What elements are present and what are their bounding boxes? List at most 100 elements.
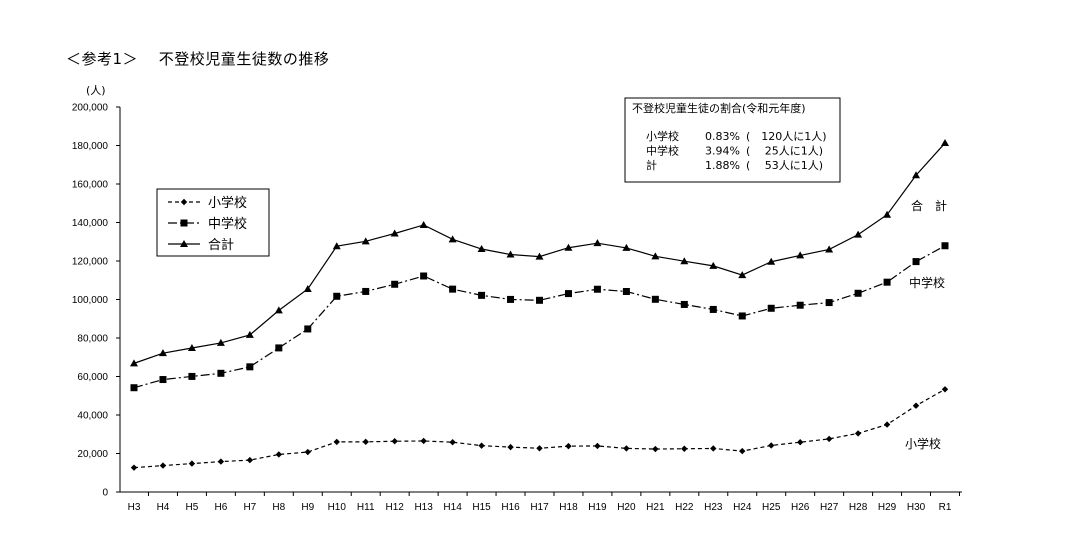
data-point [593, 285, 601, 293]
ratio-box: 不登校児童生徒の割合(令和元年度) 小学校 0.83% ( 120人に1人) 中学校 3… [624, 97, 841, 183]
x-tick-label: H12 [385, 502, 404, 513]
data-point [710, 445, 717, 452]
data-point [158, 349, 167, 357]
data-point [564, 243, 573, 251]
data-point [883, 278, 891, 286]
ratio-row-label: 小学校 [646, 129, 679, 143]
series-line [133, 245, 946, 389]
legend-label: 合計 [208, 237, 234, 253]
data-point [536, 445, 543, 452]
data-point [681, 445, 688, 452]
x-tick-label: H22 [675, 502, 694, 513]
legend-item: 小学校 [168, 195, 247, 211]
data-point [738, 312, 746, 320]
data-point [419, 220, 428, 228]
x-tick-label: H30 [907, 502, 926, 513]
y-tick-label: 40,000 [77, 411, 108, 422]
series-2 [130, 139, 949, 367]
ratio-row-ratio: ( 25人に1人) [746, 145, 823, 158]
ratio-row-ratio: ( 53人に1人) [746, 159, 823, 172]
data-point [245, 330, 254, 338]
data-point [449, 285, 457, 293]
legend-marker [180, 240, 188, 247]
ratio-row-percent: 0.83% [705, 130, 740, 143]
x-tick-label: H3 [128, 502, 141, 513]
y-tick-label: 100,000 [72, 295, 109, 306]
data-point [825, 245, 834, 253]
total-series-label: 合 計 [911, 198, 947, 213]
y-tick-label: 120,000 [72, 257, 109, 268]
ratio-box-title: 不登校児童生徒の割合(令和元年度) [632, 101, 806, 115]
y-ticks: 0 20,000 40,000 60,000 80,000 100,000 120,000 1… [72, 103, 120, 499]
data-point [304, 448, 311, 456]
legend-marker [180, 198, 188, 206]
ratio-row-percent: 1.88% [705, 159, 740, 172]
series-layer [130, 139, 949, 471]
data-point [130, 359, 138, 367]
data-point [391, 280, 399, 288]
data-point [274, 306, 283, 314]
data-point [420, 272, 428, 280]
data-point [130, 464, 138, 471]
ratio-box-frame [624, 97, 841, 183]
y-tick-label: 20,000 [77, 449, 108, 460]
y-tick-label: 160,000 [72, 180, 109, 191]
data-point [796, 439, 804, 446]
legend-marker [180, 219, 188, 227]
data-point [275, 451, 283, 458]
data-point [507, 295, 515, 303]
x-tick-label: H7 [243, 502, 256, 513]
data-point [594, 442, 601, 450]
y-tick-label: 200,000 [72, 103, 109, 114]
x-tick-label: H8 [272, 502, 285, 513]
data-point [854, 230, 863, 238]
data-point [216, 338, 225, 346]
data-point [623, 445, 630, 452]
y-tick-label: 60,000 [77, 372, 108, 383]
ratio-row-ratio: ( 120人に1人) [746, 130, 827, 143]
y-tick-label: 140,000 [72, 218, 109, 229]
x-tick-label: H9 [301, 502, 314, 513]
x-tick-label: H23 [704, 502, 723, 513]
x-tick-label: H16 [501, 502, 520, 513]
data-point [477, 245, 486, 253]
legend-item: 中学校 [168, 216, 247, 232]
data-point [188, 460, 196, 467]
x-tick-label: H14 [443, 502, 462, 513]
y-axis-unit-label: (人) [86, 84, 106, 97]
data-point [622, 288, 630, 296]
data-point [796, 251, 805, 259]
x-tick-label: H10 [328, 502, 347, 513]
data-point [825, 299, 833, 307]
data-point [420, 437, 427, 445]
data-point [275, 344, 283, 352]
x-tick-label: H19 [588, 502, 607, 513]
data-point [390, 229, 399, 237]
x-tick-label: H5 [186, 502, 199, 513]
data-point [506, 250, 515, 258]
data-point [333, 438, 340, 446]
x-tick-label: H18 [559, 502, 578, 513]
legend-item: 合計 [168, 237, 234, 253]
data-point [564, 290, 572, 298]
data-point [188, 372, 196, 380]
x-tick-label: H28 [849, 502, 868, 513]
x-tick-label: H13 [414, 502, 433, 513]
data-point [651, 295, 659, 303]
data-point [159, 376, 167, 384]
data-point [304, 325, 312, 333]
ratio-row-percent: 3.94% [705, 145, 740, 158]
data-point [246, 456, 254, 464]
data-point [449, 439, 456, 446]
data-point [912, 171, 921, 179]
data-point [652, 445, 659, 453]
data-point [303, 284, 312, 292]
data-point [361, 237, 370, 245]
data-point [217, 458, 225, 465]
data-point [883, 421, 891, 428]
data-point [217, 369, 225, 377]
data-point [362, 287, 370, 295]
legend-label: 中学校 [208, 216, 247, 232]
data-point [159, 462, 167, 469]
